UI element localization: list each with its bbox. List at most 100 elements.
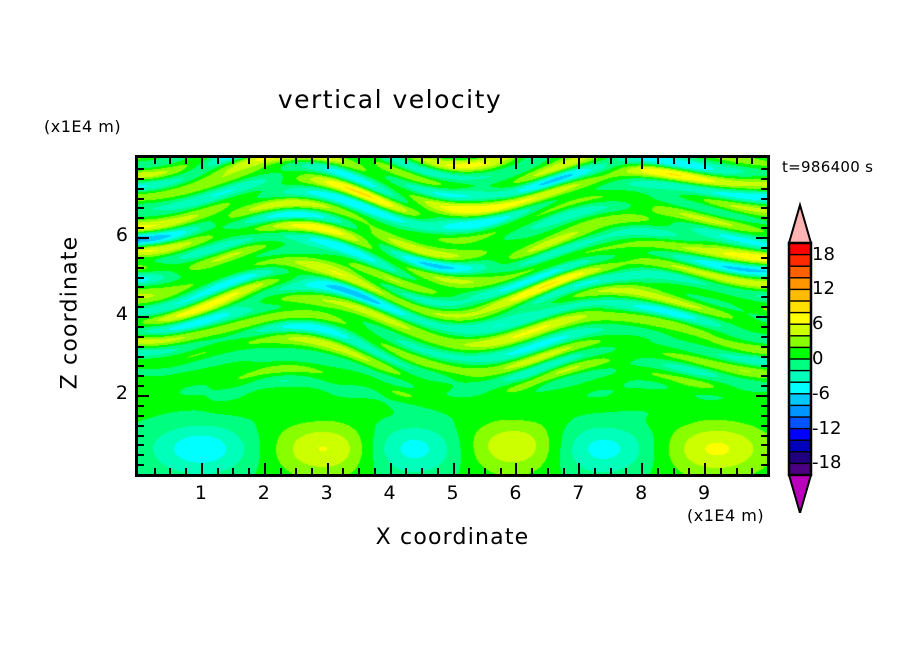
z-axis-tick — [138, 444, 144, 447]
x-axis-tick-top — [609, 158, 612, 164]
z-axis-tick — [138, 266, 144, 269]
z-axis-tick — [138, 256, 144, 259]
z-axis-tick-right — [761, 286, 767, 289]
z-axis-tick — [138, 276, 144, 279]
z-axis-tick — [138, 395, 149, 397]
x-axis-tick — [153, 468, 156, 474]
x-axis-tick — [373, 468, 376, 474]
x-axis-tick-top — [373, 158, 376, 164]
x-axis-tick — [436, 468, 439, 474]
z-axis-tick — [138, 167, 144, 170]
time-annotation: t=986400 s — [782, 158, 874, 176]
colorbar-band — [788, 393, 812, 407]
x-axis-tick-label: 3 — [320, 482, 333, 504]
x-axis-tick-top — [515, 158, 518, 169]
z-axis-tick — [138, 414, 144, 417]
x-axis-tick — [735, 468, 738, 474]
x-axis-tick-top — [279, 158, 282, 164]
x-axis-tick — [656, 468, 659, 474]
z-axis-tick-right — [761, 276, 767, 279]
x-axis-tick — [279, 468, 282, 474]
colorbar-band — [788, 404, 812, 419]
z-axis-tick-right — [761, 296, 767, 299]
colorbar-band — [788, 369, 812, 384]
x-axis-tick — [405, 468, 408, 474]
x-axis-tick-top — [169, 158, 172, 164]
colorbar-band — [788, 242, 812, 256]
z-axis-tick — [138, 187, 144, 190]
x-axis-tick-top — [562, 158, 565, 164]
z-axis-tick — [138, 345, 144, 348]
x-axis-tick-top — [578, 158, 581, 169]
colorbar-band — [788, 358, 812, 372]
colorbar-band — [788, 427, 812, 442]
colorbar — [787, 201, 813, 513]
x-axis-units-label: (x1E4 m) — [687, 506, 765, 525]
colorbar-tick-label: -18 — [812, 452, 842, 474]
z-axis-tick — [138, 454, 144, 457]
contour-plot-area — [135, 155, 770, 477]
z-axis-tick — [138, 237, 149, 239]
x-axis-tick-top — [546, 158, 549, 164]
colorbar-band — [788, 253, 812, 268]
z-axis-tick-right — [761, 335, 767, 338]
z-axis-tick-right — [761, 385, 767, 388]
z-axis-tick-right — [761, 197, 767, 200]
colorbar-band — [788, 381, 812, 395]
x-axis-tick — [483, 468, 486, 474]
x-axis-tick — [609, 468, 612, 474]
x-axis-tick — [468, 468, 471, 474]
x-axis-tick-top — [358, 158, 361, 164]
x-axis-tick — [719, 468, 722, 474]
z-axis-tick-right — [761, 434, 767, 437]
page-title: vertical velocity — [277, 85, 503, 114]
x-axis-tick-top — [153, 158, 156, 164]
z-axis-tick — [138, 325, 144, 328]
x-axis-tick — [546, 468, 549, 474]
x-axis-tick-top — [232, 158, 235, 164]
x-axis-tick — [688, 468, 691, 474]
z-axis-tick — [138, 207, 144, 210]
colorbar-band — [788, 300, 812, 314]
colorbar-under-arrow — [787, 474, 813, 513]
z-axis-tick-right — [761, 266, 767, 269]
x-axis-tick — [515, 463, 518, 474]
z-axis-tick — [138, 335, 144, 338]
z-axis-tick — [138, 365, 144, 368]
x-axis-tick-top — [342, 158, 345, 164]
x-axis-tick — [751, 468, 754, 474]
x-axis-tick — [232, 468, 235, 474]
x-axis-tick — [562, 468, 565, 474]
z-axis-tick-label: 6 — [115, 224, 128, 246]
x-axis-tick-label: 5 — [446, 482, 459, 504]
colorbar-tick-label: -12 — [812, 417, 842, 439]
z-axis-tick-right — [761, 325, 767, 328]
x-axis-tick-top — [735, 158, 738, 164]
colorbar-over-arrow — [787, 201, 813, 244]
x-axis-tick — [263, 463, 266, 474]
x-axis-tick — [499, 468, 502, 474]
x-axis-tick — [169, 468, 172, 474]
x-axis-tick — [641, 463, 644, 474]
x-axis-tick-label: 4 — [383, 482, 396, 504]
x-axis-tick-label: 8 — [635, 482, 648, 504]
colorbar-band — [788, 311, 812, 326]
x-axis-tick — [216, 468, 219, 474]
x-axis-tick-top — [248, 158, 251, 164]
x-axis-tick-top — [185, 158, 188, 164]
x-axis-tick-top — [641, 158, 644, 169]
z-axis-tick — [138, 306, 144, 309]
x-axis-title: X coordinate — [375, 525, 530, 550]
z-axis-tick — [138, 424, 144, 427]
colorbar-band — [788, 265, 812, 279]
z-axis-tick-label: 2 — [115, 382, 128, 404]
colorbar-tick-label: 12 — [812, 278, 835, 300]
z-axis-tick-right — [761, 256, 767, 259]
x-axis-tick — [295, 468, 298, 474]
z-axis-tick — [138, 355, 144, 358]
z-axis-tick-right — [761, 227, 767, 230]
z-axis-tick-right — [761, 464, 767, 467]
x-axis-tick — [310, 468, 313, 474]
z-axis-tick-right — [761, 375, 767, 378]
z-axis-tick — [138, 375, 144, 378]
